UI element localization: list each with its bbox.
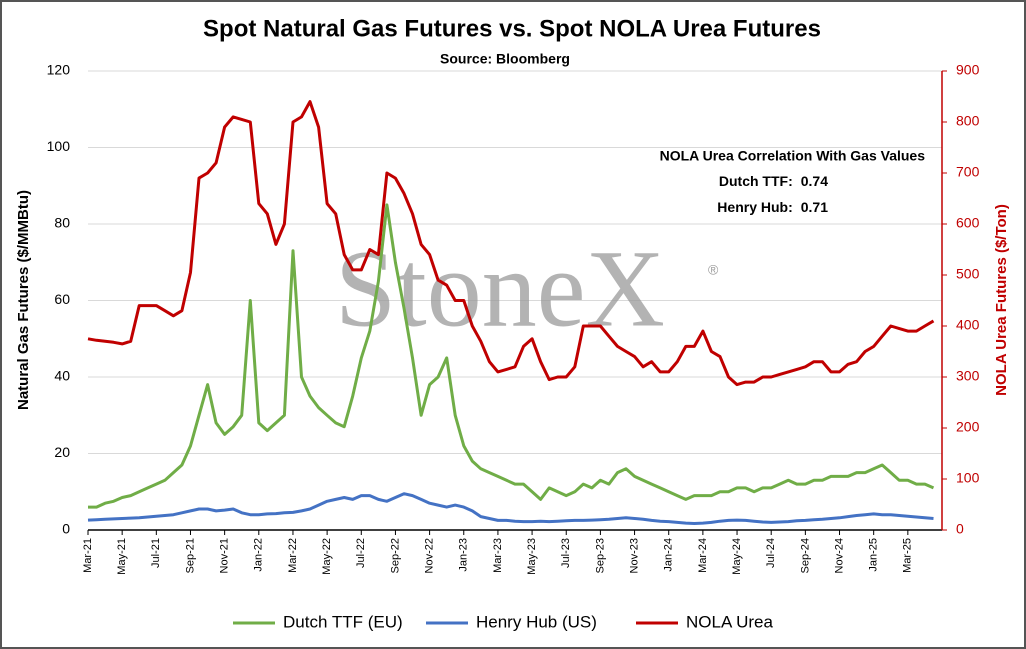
x-tick-label: May-22 [321,538,333,575]
x-tick-label: Jul-24 [765,538,777,568]
y2-axis-title: NOLA Urea Futures ($/Ton) [993,204,1010,396]
x-tick-label: Sep-22 [389,538,401,573]
x-tick-label: Sep-21 [184,538,196,573]
legend-label: Dutch TTF (EU) [283,612,403,631]
x-tick-label: Jan-24 [663,538,675,572]
y2-tick-label: 300 [956,368,980,384]
y2-tick-label: 200 [956,419,980,435]
x-tick-label: Mar-24 [697,538,709,573]
annotation-title: NOLA Urea Correlation With Gas Values [660,148,926,164]
annotation-row: Henry Hub: 0.71 [717,199,828,215]
annotation-value: 0.74 [801,173,828,189]
series-line [87,492,934,525]
y-tick-label: 80 [54,215,70,231]
y2-tick-label: 900 [956,62,980,78]
x-tick-label: May-23 [526,538,538,575]
x-tick-label: Nov-21 [219,538,231,573]
y2-tick-label: 0 [956,521,964,537]
y2-tick-label: 800 [956,113,980,129]
legend-label: Henry Hub (US) [476,612,597,631]
y-tick-label: 100 [47,138,71,154]
x-tick-label: Jul-21 [150,538,162,568]
x-tick-label: Nov-24 [833,538,845,573]
series-line [88,203,935,509]
y-axis-title: Natural Gas Futures ($/MMBtu) [15,190,32,410]
x-tick-label: Jul-22 [355,538,367,568]
x-tick-label: May-21 [116,538,128,575]
watermark-text: StoneX [335,227,665,349]
x-tick-label: Sep-24 [799,538,811,573]
y2-tick-label: 600 [956,215,980,231]
y-tick-label: 40 [54,368,70,384]
x-tick-label: Jan-23 [458,538,470,572]
series-line [87,100,935,387]
y2-tick-label: 100 [956,470,980,486]
x-tick-label: Jan-22 [253,538,265,572]
y-tick-label: 60 [54,291,70,307]
y2-tick-label: 500 [956,266,980,282]
y2-tick-label: 700 [956,164,980,180]
annotation-value: 0.71 [801,199,828,215]
chart-title: Spot Natural Gas Futures vs. Spot NOLA U… [203,15,821,42]
chart-subtitle: Source: Bloomberg [440,51,570,67]
x-tick-label: Mar-21 [82,538,94,573]
x-tick-label: May-24 [731,538,743,575]
x-tick-label: Jan-25 [868,538,880,572]
y-tick-label: 20 [54,444,70,460]
x-tick-label: Mar-25 [902,538,914,573]
y-tick-label: 0 [62,521,70,537]
x-tick-label: Nov-23 [628,538,640,573]
annotation-label: Henry Hub: [717,199,792,215]
x-tick-label: Jul-23 [560,538,572,568]
annotation-label: Dutch TTF: [719,173,793,189]
y-tick-label: 120 [47,62,71,78]
x-tick-label: Mar-22 [287,538,299,573]
y2-tick-label: 400 [956,317,980,333]
watermark: StoneX ® [335,227,719,349]
x-tick-label: Sep-23 [594,538,606,573]
x-tick-label: Mar-23 [492,538,504,573]
legend-label: NOLA Urea [686,612,773,631]
x-tick-label: Nov-22 [424,538,436,573]
watermark-mark: ® [708,262,719,278]
annotation-row: Dutch TTF: 0.74 [719,173,828,189]
